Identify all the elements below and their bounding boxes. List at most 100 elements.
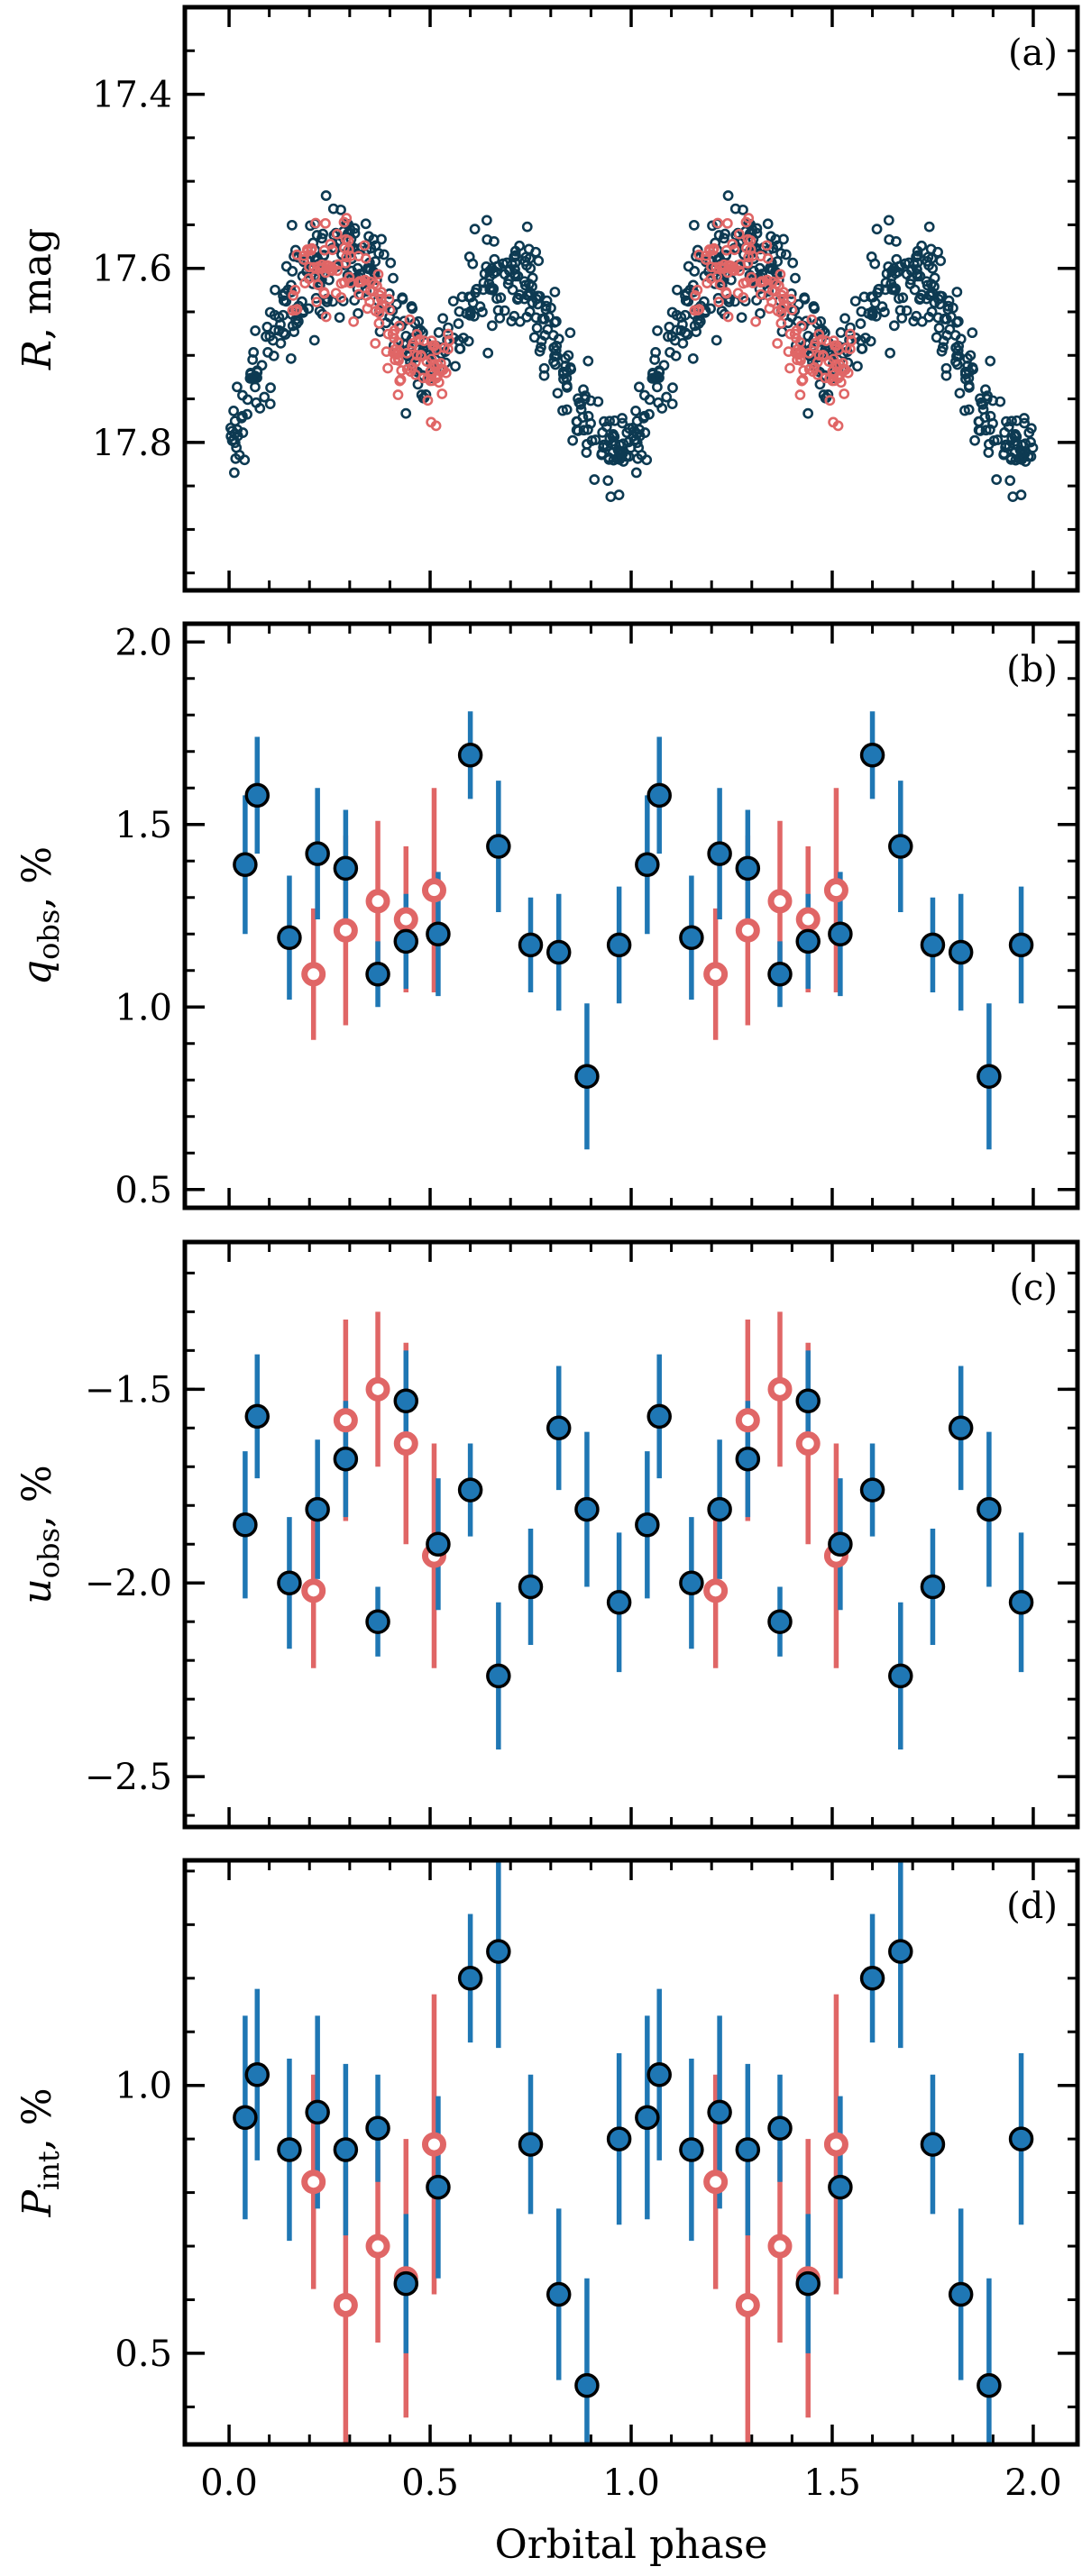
photometry-main-point xyxy=(261,331,271,343)
photometry-second-point xyxy=(374,303,386,315)
photometry-main-point xyxy=(256,360,268,371)
photometry-main-point xyxy=(291,318,302,329)
photometry-main-point xyxy=(802,407,814,419)
photometry-main-point xyxy=(927,287,938,298)
main-point xyxy=(859,743,885,768)
photometry-main-point xyxy=(388,272,399,284)
photometry-second-point xyxy=(747,251,758,261)
plot-area xyxy=(233,711,1034,1150)
second-point xyxy=(393,1430,418,1456)
photometry-main-point xyxy=(876,301,888,313)
photometry-second-point xyxy=(738,292,749,303)
main-point xyxy=(635,852,660,878)
photometry-main-point xyxy=(1016,439,1027,451)
photometry-main-point xyxy=(536,342,546,353)
y-axis-title: Pint, % xyxy=(14,2087,66,2217)
photometry-main-point xyxy=(903,257,914,269)
photometry-second-point xyxy=(359,240,371,251)
photometry-main-point xyxy=(879,306,890,318)
photometry-main-point xyxy=(976,397,987,408)
photometry-main-point xyxy=(969,434,980,446)
photometry-main-point xyxy=(303,303,315,315)
photometry-second-point xyxy=(392,389,404,400)
photometry-main-point xyxy=(637,412,649,424)
photometry-main-point xyxy=(865,335,876,347)
photometry-second-point xyxy=(443,328,454,340)
photometry-second-point xyxy=(312,279,324,290)
photometry-second-point xyxy=(714,279,726,290)
photometry-second-point xyxy=(834,360,846,370)
photometry-main-point xyxy=(280,329,291,341)
photometry-second-point xyxy=(356,276,368,288)
photometry-main-point xyxy=(247,354,259,365)
main-point xyxy=(333,1446,359,1472)
photometry-main-point xyxy=(658,360,670,371)
photometry-second-point xyxy=(289,284,301,296)
y-tick-label: 0.5 xyxy=(115,1170,172,1211)
photometry-main-point xyxy=(228,467,240,479)
photometry-second-point xyxy=(722,311,734,323)
photometry-main-point xyxy=(447,296,459,307)
x-tick-label: 2.0 xyxy=(1004,2462,1062,2504)
second-point xyxy=(703,2170,729,2195)
photometry-second-point xyxy=(700,254,711,265)
main-point xyxy=(244,1403,270,1430)
photometry-main-point xyxy=(835,327,847,338)
photometry-main-point xyxy=(519,279,531,291)
photometry-main-point xyxy=(641,454,653,466)
photometry-second-point xyxy=(316,263,327,274)
photometry-main-point xyxy=(488,284,499,296)
y-tick-label: −2.5 xyxy=(85,1757,172,1798)
photometry-main-point xyxy=(482,347,494,359)
main-point xyxy=(518,1574,544,1600)
photometry-main-point xyxy=(550,315,562,327)
photometry-second-point xyxy=(842,367,854,379)
photometry-second-point xyxy=(795,320,807,332)
main-point xyxy=(977,2372,1002,2398)
photometry-main-point xyxy=(911,310,922,322)
photometry-main-point xyxy=(362,263,374,275)
photometry-main-point xyxy=(909,284,921,296)
photometry-main-point xyxy=(738,204,748,215)
photometry-main-point xyxy=(512,270,524,282)
photometry-main-point xyxy=(963,379,975,391)
photometry-main-point xyxy=(954,388,966,399)
photometry-main-point xyxy=(353,307,363,319)
main-point xyxy=(635,1512,660,1538)
photometry-second-point xyxy=(335,292,347,303)
main-point xyxy=(365,1609,390,1634)
photometry-main-point xyxy=(397,293,408,305)
photometry-main-point xyxy=(578,425,590,436)
x-tick-label: 0.0 xyxy=(200,2462,258,2504)
photometry-main-point xyxy=(987,417,998,429)
y-axis-unit: , % xyxy=(14,2087,60,2151)
photometry-main-point xyxy=(687,352,699,364)
main-point xyxy=(457,743,483,768)
photometry-main-point xyxy=(582,439,592,450)
photometry-second-point xyxy=(348,315,360,327)
main-point xyxy=(735,855,761,882)
photometry-main-point xyxy=(346,265,357,277)
photometry-main-point xyxy=(454,343,466,354)
photometry-main-point xyxy=(582,355,594,367)
photometry-second-point xyxy=(320,311,332,323)
photometry-main-point xyxy=(857,343,868,354)
main-point xyxy=(365,2115,390,2141)
photometry-main-point xyxy=(585,417,596,429)
photometry-main-point xyxy=(549,351,560,362)
photometry-main-point xyxy=(259,391,270,403)
main-point xyxy=(574,1064,600,1089)
photometry-main-point xyxy=(682,329,693,341)
main-point xyxy=(574,1496,600,1522)
photometry-main-point xyxy=(541,295,553,306)
photometry-main-point xyxy=(698,296,710,307)
photometry-main-point xyxy=(664,321,675,333)
photometry-second-point xyxy=(718,263,729,274)
photometry-main-point xyxy=(959,366,971,378)
photometry-second-point xyxy=(776,303,788,315)
photometry-main-point xyxy=(231,442,243,453)
photometry-main-point xyxy=(560,352,572,364)
photometry-second-point xyxy=(426,375,438,387)
photometry-main-point xyxy=(945,311,957,323)
photometry-main-point xyxy=(538,370,550,381)
